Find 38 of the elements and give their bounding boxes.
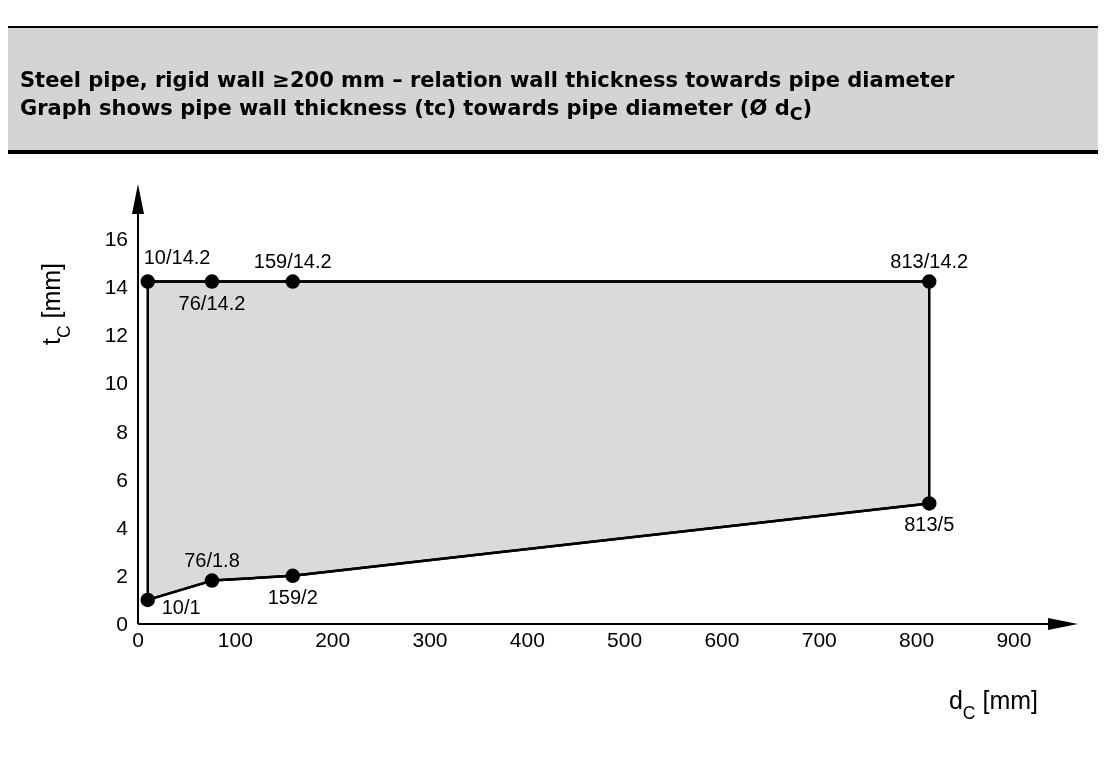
chart-title: Steel pipe, rigid wall ≥200 mm – relation wall thickness towards pipe diameter (20, 67, 956, 94)
point (922, 274, 937, 289)
x-tick-label: 100 (217, 628, 253, 652)
y-tick-label: 8 (116, 419, 128, 443)
x-tick-label: 900 (996, 628, 1032, 652)
x-axis-title: d$_{C}$ [mm] (948, 686, 1038, 724)
point (285, 274, 300, 289)
x-tick-label: 800 (899, 628, 935, 652)
x-tick-label: 200 (315, 628, 351, 652)
data-label: 10/1 (161, 596, 201, 619)
data-label: 76/1.8 (184, 548, 240, 571)
point (140, 274, 155, 289)
x-tick-label: 700 (801, 628, 837, 652)
y-tick-label: 4 (116, 516, 129, 540)
data-label: 76/14.2 (178, 291, 246, 314)
data-label: 159/2 (267, 585, 318, 608)
data-label: 159/14.2 (253, 249, 332, 272)
y-tick-label: 2 (116, 564, 128, 588)
point (204, 274, 220, 289)
y-tick-label: 6 (116, 467, 128, 491)
x-tick-label: 600 (704, 628, 740, 652)
data-label: 813/5 (904, 513, 955, 536)
y-tick-label: 16 (104, 226, 128, 250)
y-tick-label: 12 (104, 323, 128, 347)
point (285, 568, 300, 584)
y-tick-label: 14 (104, 275, 129, 298)
data-label: 813/14.2 (890, 249, 969, 272)
data-label: 10/14.2 (143, 245, 211, 268)
y-tick-label: 10 (104, 371, 128, 395)
x-tick-label: 500 (607, 628, 643, 652)
point (922, 496, 937, 511)
x-tick-label: 400 (509, 628, 545, 652)
x-tick-label: 0 (132, 628, 144, 652)
y-tick-label: 0 (116, 612, 128, 636)
x-tick-label: 300 (412, 628, 448, 652)
point (140, 592, 155, 608)
chart-subtitle: Graph shows pipe wall thickness (tc) towards pipe diameter (Ø d$_{C}$) (20, 95, 814, 127)
point (204, 573, 220, 589)
